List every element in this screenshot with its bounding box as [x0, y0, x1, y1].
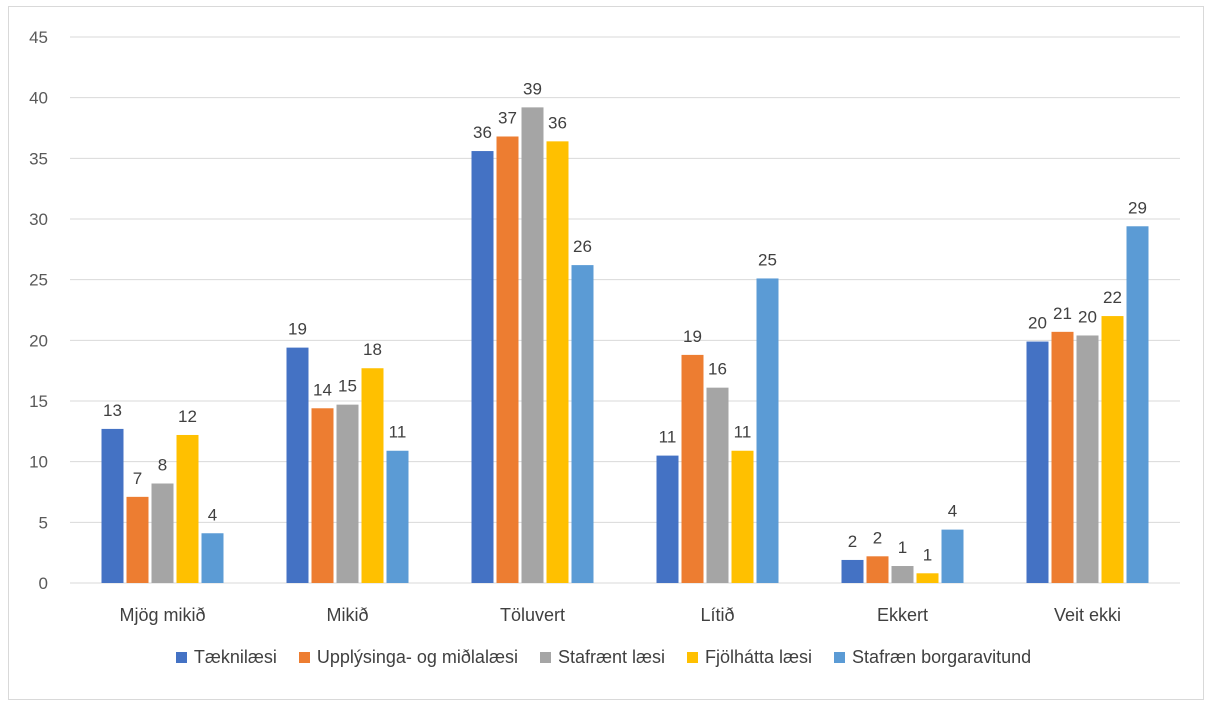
y-tick-label: 5 — [39, 513, 48, 532]
bar — [1126, 226, 1149, 583]
data-label: 2 — [848, 532, 857, 551]
data-label: 1 — [923, 545, 932, 564]
bar — [151, 483, 174, 583]
bar — [1076, 335, 1099, 583]
y-tick-label: 40 — [29, 89, 48, 108]
bar — [681, 354, 704, 583]
data-label: 21 — [1053, 304, 1072, 323]
legend-swatch — [539, 652, 551, 663]
bar — [311, 408, 334, 583]
category-label: Ekkert — [877, 605, 928, 625]
data-label: 26 — [573, 237, 592, 256]
bar — [546, 141, 569, 583]
legend-item: Stafrænt læsi — [539, 647, 665, 668]
data-label: 7 — [133, 469, 142, 488]
data-label: 4 — [208, 505, 217, 524]
legend-label: Fjölhátta læsi — [705, 647, 813, 667]
bar — [1101, 316, 1124, 583]
y-tick-label: 10 — [29, 453, 48, 472]
data-label: 20 — [1078, 307, 1097, 326]
bar — [941, 529, 964, 583]
legend-swatch — [175, 652, 187, 663]
category-label: Mikið — [326, 605, 368, 625]
data-label: 37 — [498, 108, 517, 127]
bar — [1026, 341, 1049, 583]
legend-item: Fjölhátta læsi — [687, 647, 812, 668]
data-label: 1 — [898, 538, 907, 557]
data-label: 20 — [1028, 314, 1047, 333]
data-label: 25 — [758, 250, 777, 269]
data-label: 8 — [158, 456, 167, 475]
data-label: 11 — [659, 428, 677, 447]
data-label: 39 — [523, 79, 542, 98]
legend-swatch — [834, 652, 846, 663]
category-label: Lítið — [700, 605, 734, 625]
bar — [571, 265, 594, 583]
y-tick-label: 30 — [29, 210, 48, 229]
legend: Tæknilæsi Upplýsinga- og miðlalæsi Stafræn… — [0, 647, 1207, 668]
data-label: 11 — [389, 423, 407, 442]
gridlines — [70, 36, 1180, 584]
data-label: 14 — [313, 380, 332, 399]
bar — [336, 404, 359, 583]
bar — [756, 278, 779, 583]
data-label: 36 — [548, 113, 567, 132]
bar — [126, 496, 149, 583]
category-label: Veit ekki — [1054, 605, 1121, 625]
data-label: 2 — [873, 528, 882, 547]
data-label: 4 — [948, 502, 957, 521]
bar — [841, 559, 864, 583]
category-label: Mjög mikið — [119, 605, 205, 625]
bars — [101, 107, 1149, 583]
bar — [496, 136, 519, 583]
y-tick-label: 15 — [29, 392, 48, 411]
y-tick-label: 45 — [29, 28, 48, 47]
legend-item: Tæknilæsi — [175, 647, 277, 668]
chart-frame — [8, 6, 1204, 700]
bar — [471, 151, 494, 583]
data-label: 19 — [288, 320, 307, 339]
y-axis-ticks: 0 5 10 15 20 25 30 35 40 45 — [29, 28, 48, 593]
legend-swatch — [687, 652, 698, 663]
bar — [521, 107, 544, 583]
data-label: 16 — [708, 360, 727, 379]
bar — [201, 533, 224, 583]
bar — [176, 434, 199, 583]
bar — [656, 455, 679, 583]
bar — [706, 387, 729, 583]
x-axis-categories: Mjög mikið Mikið Töluvert Lítið Ekkert Veit e… — [119, 605, 1121, 625]
bar — [916, 573, 939, 583]
bar — [1051, 331, 1074, 583]
data-label: 18 — [363, 340, 382, 359]
data-label: 36 — [473, 123, 492, 142]
legend-label: Stafrænt læsi — [557, 647, 665, 667]
legend-label: Stafræn borgaravitund — [852, 647, 1032, 667]
bar — [286, 347, 309, 583]
legend-swatch — [298, 652, 310, 663]
legend-item: Stafræn borgaravitund — [834, 647, 1031, 668]
legend-item: Upplýsinga- og miðlalæsi — [298, 647, 518, 668]
data-label: 15 — [338, 377, 357, 396]
data-label: 13 — [103, 401, 122, 420]
y-tick-label: 20 — [29, 331, 48, 350]
bar — [386, 450, 409, 583]
data-label: 22 — [1103, 288, 1122, 307]
bar — [361, 368, 384, 583]
legend-label: Tæknilæsi — [193, 647, 277, 667]
data-label: 19 — [683, 327, 702, 346]
bar — [866, 556, 889, 583]
legend-label: Upplýsinga- og miðlalæsi — [316, 647, 518, 667]
data-label: 11 — [734, 423, 752, 442]
bar — [101, 428, 124, 583]
bar — [891, 566, 914, 583]
category-label: Töluvert — [500, 605, 565, 625]
data-label: 12 — [178, 407, 197, 426]
data-label: 29 — [1128, 198, 1147, 217]
y-tick-label: 0 — [39, 574, 48, 593]
bar — [731, 450, 754, 583]
y-tick-label: 25 — [29, 271, 48, 290]
y-tick-label: 35 — [29, 149, 48, 168]
